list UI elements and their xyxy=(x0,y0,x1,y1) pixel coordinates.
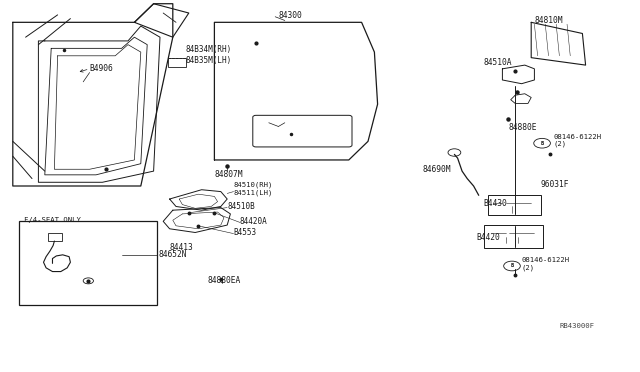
Bar xyxy=(168,58,186,67)
Text: B4553: B4553 xyxy=(234,228,257,237)
Text: 08146-6122H
(2): 08146-6122H (2) xyxy=(554,134,602,147)
Text: B: B xyxy=(541,141,543,146)
Text: 84880E: 84880E xyxy=(509,123,538,132)
Text: 84510(RH)
84511(LH): 84510(RH) 84511(LH) xyxy=(234,182,273,196)
Text: 84413: 84413 xyxy=(170,243,193,252)
Text: B4906: B4906 xyxy=(90,64,113,73)
Text: 84420A: 84420A xyxy=(240,217,268,226)
Text: RB43000F: RB43000F xyxy=(560,323,595,328)
Text: F/4-SEAT ONLY: F/4-SEAT ONLY xyxy=(24,217,81,223)
Text: 84510A: 84510A xyxy=(483,58,512,67)
Text: B4420: B4420 xyxy=(477,233,500,242)
Text: 84807M: 84807M xyxy=(214,170,243,179)
Text: 84880EA: 84880EA xyxy=(208,276,241,285)
Text: 84B34M(RH)
84B35M(LH): 84B34M(RH) 84B35M(LH) xyxy=(186,45,232,65)
Text: 84690M: 84690M xyxy=(422,165,451,174)
Text: 84810M: 84810M xyxy=(534,16,563,25)
Bar xyxy=(48,232,62,241)
Text: 84652N: 84652N xyxy=(159,250,188,259)
Text: 84300: 84300 xyxy=(278,11,302,20)
Text: B: B xyxy=(511,263,513,269)
Text: B4430: B4430 xyxy=(483,199,507,208)
Text: 84510B: 84510B xyxy=(227,202,255,211)
Text: 08146-6122H
(2): 08146-6122H (2) xyxy=(522,257,570,271)
Bar xyxy=(19,221,157,305)
Text: 96031F: 96031F xyxy=(541,180,570,189)
